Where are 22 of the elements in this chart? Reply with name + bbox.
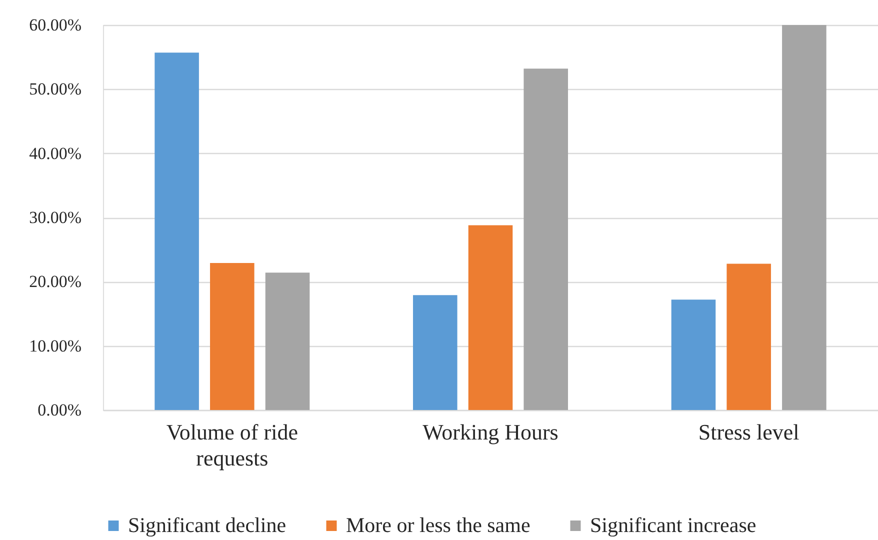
bar (413, 295, 458, 410)
y-tick-label: 60.00% (29, 16, 82, 34)
legend-label: Significant decline (128, 512, 286, 537)
bar (154, 52, 199, 410)
y-tick-label: 0.00% (38, 400, 82, 420)
bar (726, 264, 771, 410)
y-tick-label: 30.00% (29, 208, 82, 227)
x-tick-label: Working Hours (422, 420, 558, 444)
y-tick-label: 20.00% (29, 272, 82, 292)
bar (468, 225, 513, 410)
bar (265, 272, 310, 410)
y-tick-label: 50.00% (29, 80, 82, 99)
x-tick-label: Stress level (698, 420, 800, 444)
bar (524, 68, 568, 410)
x-tick-label: Volume of ride requests (166, 420, 298, 470)
bar (210, 263, 254, 410)
bar (671, 300, 716, 410)
bar (782, 25, 826, 410)
legend-label: Significant increase (590, 512, 756, 537)
y-tick-label: 40.00% (29, 144, 82, 163)
y-tick-label: 10.00% (29, 336, 82, 356)
legend-label: More or less the same (346, 512, 530, 537)
